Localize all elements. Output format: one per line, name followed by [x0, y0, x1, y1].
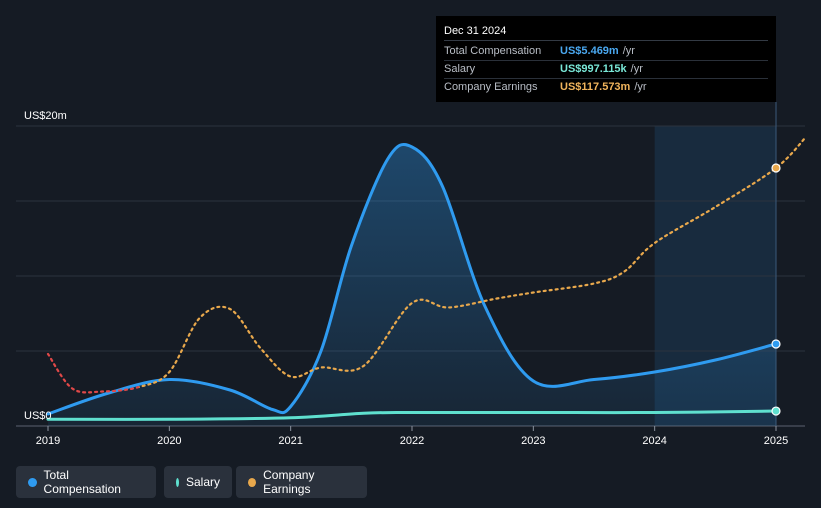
- legend-label: Salary: [185, 475, 220, 489]
- tooltip-label: Total Compensation: [444, 45, 542, 57]
- chart-end-markers[interactable]: [771, 163, 781, 416]
- legend-item-total-compensation[interactable]: Total Compensation: [16, 466, 156, 498]
- x-tick-label: 2019: [36, 435, 60, 447]
- legend-item-salary[interactable]: Salary: [164, 466, 232, 498]
- tooltip-unit: /yr: [622, 45, 635, 57]
- tooltip-value: US$117.573m: [560, 81, 631, 93]
- company-earnings-line: [139, 135, 808, 389]
- chart-axes: US$0 US$20m 2019 2020 2021 2022 2023 2024 2025: [24, 110, 788, 447]
- x-tick-label: 2024: [642, 435, 666, 447]
- y-tick-label: US$20m: [24, 110, 67, 122]
- tooltip-row-company-earnings: Company Earnings US$117.573m /yr: [444, 79, 768, 96]
- legend-dot-icon: [176, 477, 179, 487]
- salary-end-marker[interactable]: [771, 406, 781, 416]
- total-compensation-end-marker[interactable]: [771, 339, 781, 349]
- tooltip-row-total-compensation: Total Compensation US$5.469m /yr: [444, 43, 768, 61]
- chart-tooltip: Dec 31 2024 Total Compensation US$5.469m…: [436, 16, 776, 102]
- total-compensation-line: [46, 142, 778, 416]
- tooltip-label: Salary: [444, 63, 476, 75]
- tooltip-value: US$997.115k: [560, 63, 627, 75]
- x-tick-label: 2025: [764, 435, 788, 447]
- legend-item-company-earnings[interactable]: Company Earnings: [236, 466, 367, 498]
- x-tick-label: 2021: [278, 435, 302, 447]
- tooltip-unit: /yr: [634, 81, 647, 93]
- x-tick-label: 2023: [521, 435, 545, 447]
- salary-line: [46, 409, 778, 421]
- tooltip-value: US$5.469m: [560, 45, 619, 57]
- x-tick-label: 2020: [157, 435, 181, 447]
- chart-series: [46, 102, 808, 426]
- tooltip-date: Dec 31 2024: [444, 24, 768, 41]
- legend-label: Total Compensation: [43, 468, 121, 496]
- tooltip-row-salary: Salary US$997.115k /yr: [444, 61, 768, 79]
- x-tick-label: 2022: [400, 435, 424, 447]
- legend-dot-icon: [248, 477, 257, 487]
- tooltip-unit: /yr: [630, 63, 643, 75]
- total-compensation-area: [48, 144, 776, 426]
- y-tick-label: US$0: [24, 410, 52, 422]
- legend-dot-icon: [28, 477, 37, 487]
- legend-label: Company Earnings: [263, 468, 315, 496]
- company-earnings-end-marker[interactable]: [771, 163, 781, 173]
- tooltip-label: Company Earnings: [444, 81, 538, 93]
